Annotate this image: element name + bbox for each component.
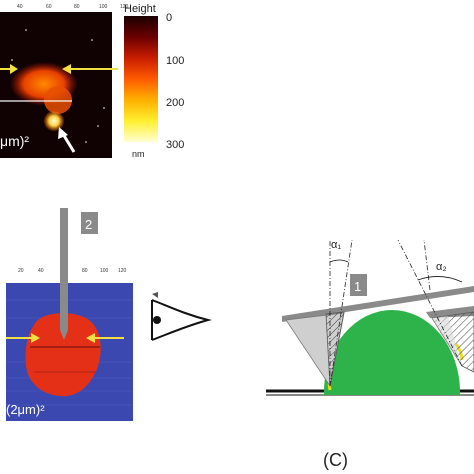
tip-1-hatched (325, 311, 345, 387)
axis-tilted-1 (329, 239, 353, 387)
top-scale-label: μm)² (0, 133, 29, 149)
top-tick-120: 120 (120, 4, 129, 10)
probe-2-tip (60, 330, 68, 340)
bottom-right-arrow (86, 333, 124, 343)
top-white-arrow (58, 127, 76, 153)
bottom-x-axis-ticks: 20 40 60 80 100 120 (18, 268, 127, 274)
axis-tilted-2 (397, 239, 463, 367)
top-afm-peak (44, 111, 64, 131)
top-tick-100: 100 (99, 4, 108, 10)
colorbar-tick-300: 300 (166, 139, 184, 151)
panel-c-schematic: 1 α₁ α₂ (C) (266, 239, 474, 470)
bottom-tick-80: 80 (82, 268, 88, 274)
bottom-afm-object (25, 313, 101, 397)
bottom-tick-100: 100 (100, 268, 109, 274)
angle-arc-2 (417, 276, 463, 283)
sphere (324, 310, 460, 395)
probe-2-shaft (60, 208, 68, 330)
top-x-axis-ticks: 40 60 80 100 120 (17, 4, 129, 10)
top-tick-80: 80 (74, 4, 80, 10)
colorbar-unit: nm (132, 149, 145, 159)
alpha-2-label: α₂ (436, 261, 447, 273)
eye-icon (151, 292, 212, 341)
bottom-scale-label: (2μm)² (6, 402, 45, 417)
bottom-left-arrow (6, 333, 40, 343)
top-tick-60: 60 (46, 4, 52, 10)
cantilever-1-label: 1 (354, 279, 361, 294)
top-right-arrow (62, 64, 118, 74)
colorbar-tick-200: 200 (166, 97, 184, 109)
bottom-object-body (25, 313, 101, 397)
panel-c-caption: (C) (323, 450, 348, 470)
top-specks (11, 29, 105, 143)
cantilever-1-label-box (350, 274, 367, 296)
bottom-tick-120: 120 (118, 268, 127, 274)
bottom-tick-20: 20 (18, 268, 24, 274)
colorbar-tick-0: 0 (166, 12, 172, 24)
top-afm-panel: 40 60 80 100 120 μm)² (0, 4, 129, 158)
probe-2-label-box (81, 212, 98, 234)
colorbar-tick-100: 100 (166, 55, 184, 67)
bottom-tick-40: 40 (38, 268, 44, 274)
colorbar-scale (124, 16, 158, 142)
alpha-1-label: α₁ (331, 239, 341, 251)
probe-2: 2 (60, 208, 98, 340)
colorbar-title: Height (124, 3, 156, 15)
top-afm-object-lobe (44, 86, 72, 114)
tip-2-shadow (432, 316, 462, 366)
top-tick-40: 40 (17, 4, 23, 10)
angle-arc-1 (329, 259, 349, 263)
probe-2-label: 2 (85, 217, 92, 232)
sphere-group (324, 310, 460, 395)
colorbar: Height 0 100 200 300 nm (124, 3, 184, 159)
top-left-arrow (0, 64, 18, 74)
axis-vertical-2 (423, 239, 431, 291)
bottom-afm-panel: 20 40 60 80 100 120 (2μm)² (6, 208, 133, 421)
